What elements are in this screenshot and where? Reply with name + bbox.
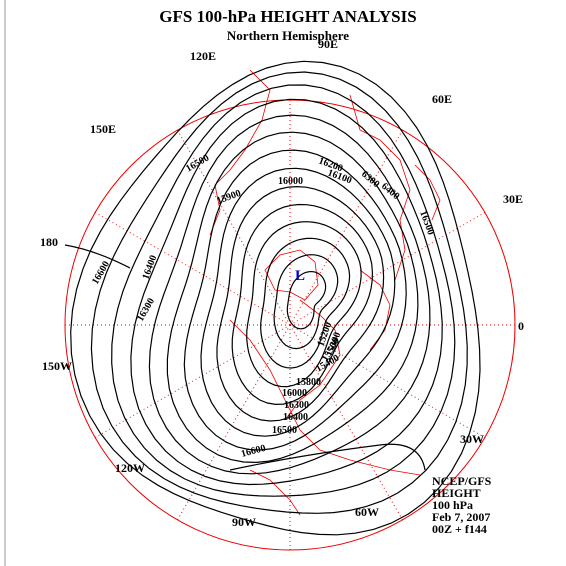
coastline (209, 69, 271, 236)
contour-line (286, 270, 327, 330)
info-line: Feb 7, 2007 (432, 510, 490, 524)
coastline (414, 164, 441, 221)
contour-label: 16500 (272, 425, 297, 436)
contour-line (246, 221, 362, 388)
meridian (94, 324, 291, 438)
longitude-label: 90E (318, 37, 338, 51)
longitude-label: 0 (518, 319, 524, 333)
info-line: NCEP/GFS (432, 474, 492, 488)
meridian (289, 324, 486, 438)
contour-line (148, 114, 431, 475)
longitude-label: 150E (90, 122, 116, 136)
info-line: 00Z + f144 (432, 522, 487, 536)
title: GFS 100-hPa HEIGHT ANALYSIS (159, 7, 416, 26)
meridian (289, 129, 403, 326)
info-line: 100 hPa (432, 498, 473, 512)
contour-line (130, 98, 443, 486)
contour-label: 16400 (283, 412, 308, 423)
contour-label: 16000 (282, 388, 307, 399)
subtitle: Northern Hemisphere (227, 28, 349, 43)
coastlines (209, 69, 441, 516)
contour-line (200, 167, 396, 437)
meridian (177, 324, 291, 521)
coastline (349, 94, 411, 281)
contour-line (64, 244, 131, 269)
contour-line (90, 71, 468, 514)
meridian (177, 129, 291, 326)
contour-line (70, 60, 481, 536)
longitude-label: 180 (40, 235, 58, 249)
coastline (284, 299, 341, 421)
longitude-label: 120E (190, 49, 216, 63)
longitude-label: 90W (232, 515, 256, 529)
height-contours (64, 60, 481, 536)
contour-line (166, 131, 419, 464)
contour-line (273, 254, 339, 350)
contour-label: 15800 (296, 377, 321, 388)
info-line: HEIGHT (432, 486, 481, 500)
coastline (229, 319, 421, 476)
contour-label: 16000 (278, 176, 303, 187)
coastline (264, 249, 319, 301)
meridian (94, 212, 291, 326)
contour-label: 16300 (284, 400, 309, 411)
contour-line (183, 149, 407, 451)
longitude-label: 120W (115, 461, 145, 475)
longitude-label: 30E (503, 192, 523, 206)
contour-line (216, 185, 385, 422)
contour-line (260, 237, 351, 369)
low-marker: L (295, 268, 305, 284)
longitude-label: 60W (355, 505, 379, 519)
longitude-label: 60E (432, 92, 452, 106)
contour-line (231, 203, 374, 406)
meridian (289, 212, 486, 326)
longitude-label: 150W (42, 359, 72, 373)
contour-line (229, 443, 426, 471)
contour-line (111, 84, 456, 497)
longitude-label: 30W (460, 432, 484, 446)
coastline (249, 469, 301, 516)
